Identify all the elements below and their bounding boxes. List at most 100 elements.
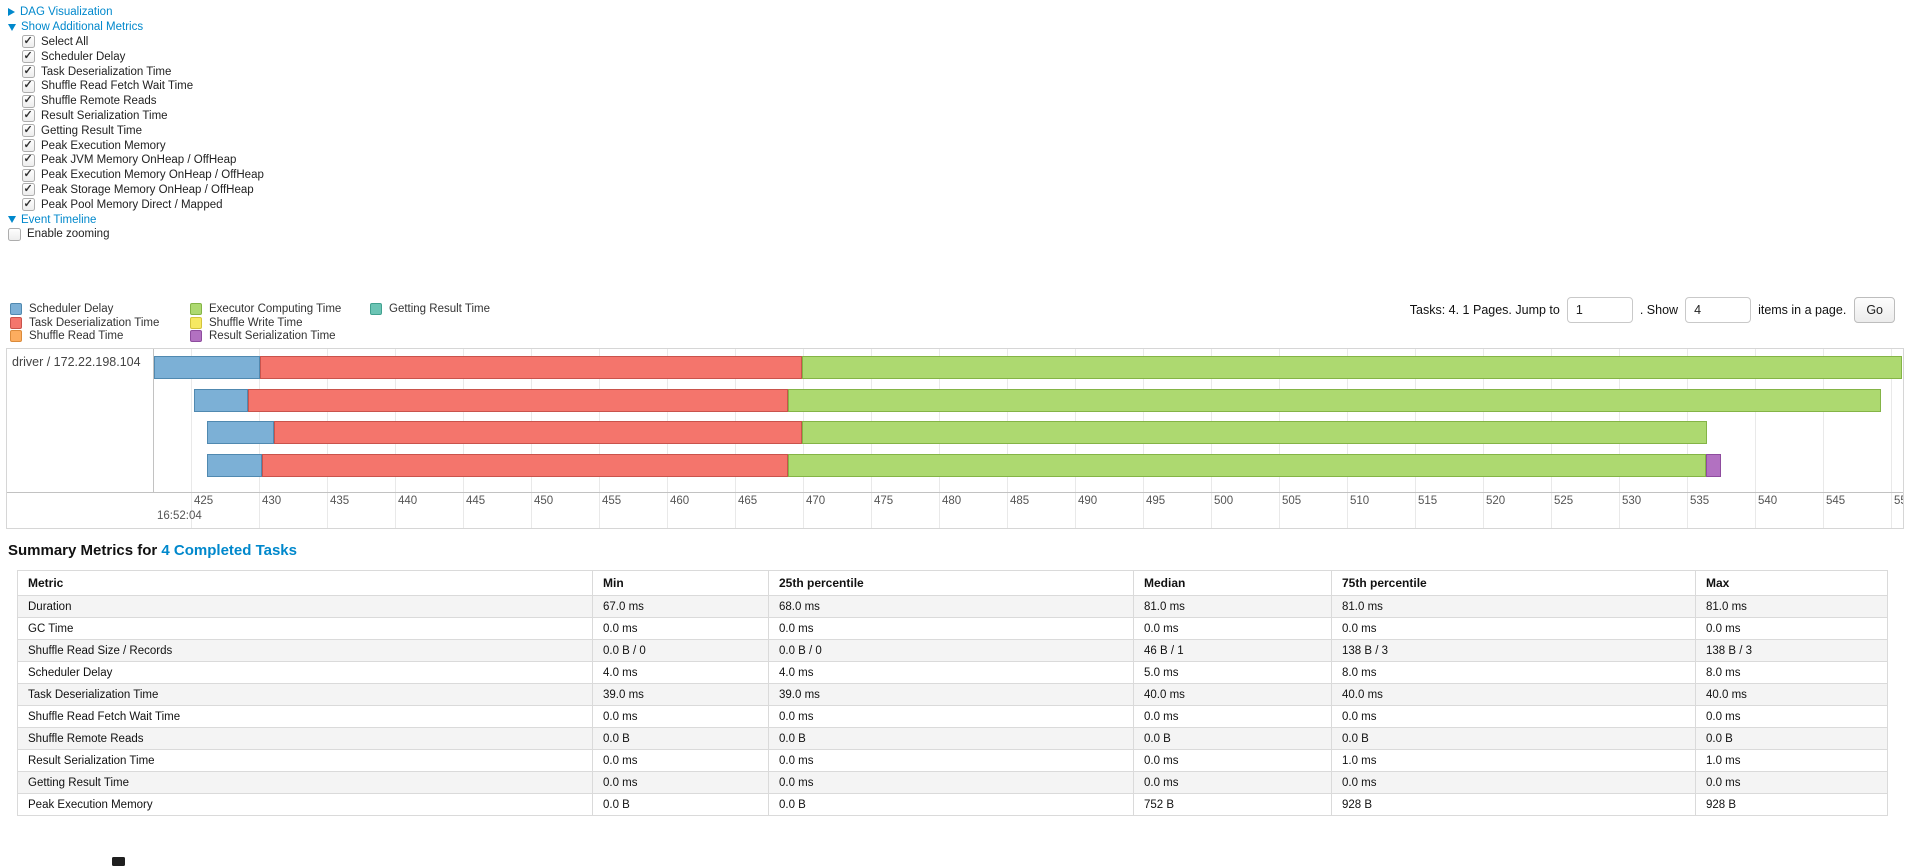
metric-checkbox-label[interactable]: Peak JVM Memory OnHeap / OffHeap xyxy=(41,154,237,167)
metric-checkbox-row[interactable]: Shuffle Read Fetch Wait Time xyxy=(22,78,264,94)
metric-checkbox[interactable] xyxy=(22,78,35,93)
metric-checkbox-label[interactable]: Scheduler Delay xyxy=(41,50,126,63)
metric-checkbox[interactable] xyxy=(22,197,35,212)
metric-checkbox[interactable] xyxy=(22,123,35,138)
metric-checkbox-label[interactable]: Shuffle Remote Reads xyxy=(41,95,157,108)
table-header-row: Metric Min 25th percentile Median 75th perce… xyxy=(17,570,1888,596)
timeline-tick-label: 470 xyxy=(806,495,826,507)
time-axis-line xyxy=(7,492,1903,493)
event-timeline-toggle[interactable]: Event Timeline xyxy=(8,212,264,227)
value-cell: 0.0 ms xyxy=(768,705,1134,728)
metric-checkbox[interactable] xyxy=(22,64,35,79)
timeline-tick-label: 500 xyxy=(1214,495,1234,507)
timeline-gridline xyxy=(1823,349,1824,528)
metric-checkbox-row[interactable]: Peak Execution Memory xyxy=(22,138,264,153)
metric-checkbox-label[interactable]: Result Serialization Time xyxy=(41,109,168,122)
metric-cell: GC Time xyxy=(17,617,593,640)
dag-visualization-label[interactable]: DAG Visualization xyxy=(20,6,113,19)
result_serialization-legend-swatch xyxy=(190,330,202,342)
metric-checkbox-row[interactable]: Task Deserialization Time xyxy=(22,64,264,79)
time-axis-major-label: 16:52:04 xyxy=(157,510,202,522)
metric-checkbox[interactable] xyxy=(22,49,35,64)
metric-checkbox-row[interactable]: Peak JVM Memory OnHeap / OffHeap xyxy=(22,152,264,168)
table-header-cell: Min xyxy=(592,570,769,596)
completed-tasks-link[interactable]: 4 Completed Tasks xyxy=(161,542,297,559)
metric-checkbox-label[interactable]: Select All xyxy=(41,35,89,48)
metric-checkbox[interactable] xyxy=(22,152,35,167)
timeline-tick-label: 455 xyxy=(602,495,622,507)
value-cell: 0.0 ms xyxy=(1133,771,1332,794)
legend-item-getting_result: Getting Result Time xyxy=(370,303,490,315)
items-per-page-input[interactable] xyxy=(1685,297,1752,323)
metric-checkbox-label[interactable]: Getting Result Time xyxy=(41,124,142,137)
show-additional-metrics-label[interactable]: Show Additional Metrics xyxy=(21,21,144,34)
event-timeline-label[interactable]: Event Timeline xyxy=(21,213,97,226)
expanded-arrow-icon xyxy=(8,216,16,224)
legend-label: Executor Computing Time xyxy=(209,303,342,315)
metric-checkbox-label[interactable]: Peak Storage Memory OnHeap / OffHeap xyxy=(41,183,254,196)
value-cell: 0.0 ms xyxy=(1695,771,1888,794)
value-cell: 0.0 ms xyxy=(1331,617,1696,640)
enable-zooming-checkbox[interactable] xyxy=(8,227,21,241)
timeline-tick-label: 435 xyxy=(330,495,350,507)
metric-checkbox[interactable] xyxy=(22,108,35,123)
enable-zooming-row[interactable]: Enable zooming xyxy=(8,227,264,242)
metric-checkbox-label[interactable]: Peak Pool Memory Direct / Mapped xyxy=(41,198,223,211)
metric-checkbox-label[interactable]: Peak Execution Memory xyxy=(41,139,166,152)
value-cell: 4.0 ms xyxy=(592,661,769,684)
table-row: Shuffle Read Fetch Wait Time 0.0 ms 0.0 ms… xyxy=(17,705,1888,728)
task-bar-segment-scheduler_delay xyxy=(207,421,274,445)
legend-item-shuffle_write: Shuffle Write Time xyxy=(190,316,303,329)
value-cell: 0.0 ms xyxy=(1331,705,1696,728)
table-row: Duration 67.0 ms 68.0 ms 81.0 ms 81.0 ms 81.0… xyxy=(17,595,1888,618)
task-bar-segment-task_deserialization xyxy=(261,454,788,478)
metric-checkbox-row[interactable]: Getting Result Time xyxy=(22,123,264,138)
table-header-cell: 75th percentile xyxy=(1331,570,1696,596)
timeline-tick-label: 440 xyxy=(398,495,418,507)
metric-checkbox-row[interactable]: Peak Execution Memory OnHeap / OffHeap xyxy=(22,167,264,183)
go-button[interactable]: Go xyxy=(1854,297,1895,323)
timeline-tick-label: 510 xyxy=(1350,495,1370,507)
metric-checkbox-row[interactable]: Scheduler Delay xyxy=(22,49,264,64)
timeline-gridline xyxy=(1891,349,1892,528)
metric-checkbox-row[interactable]: Select All xyxy=(22,34,264,50)
value-cell: 752 B xyxy=(1133,793,1332,816)
metric-cell: Result Serialization Time xyxy=(17,749,593,772)
executor-group-label: driver / 172.22.198.104 xyxy=(12,355,141,369)
timeline-tick-label: 540 xyxy=(1758,495,1778,507)
metric-checkbox[interactable] xyxy=(22,93,35,108)
metric-checkbox[interactable] xyxy=(22,167,35,182)
timeline-controls: DAG Visualization Show Additional Metric… xyxy=(8,5,264,242)
table-row: GC Time 0.0 ms 0.0 ms 0.0 ms 0.0 ms 0.0 ms xyxy=(17,617,1888,640)
value-cell: 138 B / 3 xyxy=(1695,639,1888,662)
legend-label: Shuffle Read Time xyxy=(29,330,124,342)
metric-cell: Getting Result Time xyxy=(17,771,593,794)
metric-checkbox-row[interactable]: Shuffle Remote Reads xyxy=(22,93,264,109)
metric-checkbox[interactable] xyxy=(22,138,35,153)
additional-metrics-list: Select All Scheduler Delay Task Deserializ… xyxy=(8,34,264,213)
show-additional-metrics-toggle[interactable]: Show Additional Metrics xyxy=(8,20,264,35)
value-cell: 0.0 B / 0 xyxy=(592,639,769,662)
dag-visualization-toggle[interactable]: DAG Visualization xyxy=(8,5,264,20)
metric-checkbox-label[interactable]: Peak Execution Memory OnHeap / OffHeap xyxy=(41,169,264,182)
value-cell: 46 B / 1 xyxy=(1133,639,1332,662)
timeline-tick-label: 530 xyxy=(1622,495,1642,507)
timeline-tick-label: 480 xyxy=(942,495,962,507)
value-cell: 1.0 ms xyxy=(1331,749,1696,772)
metric-checkbox-label[interactable]: Task Deserialization Time xyxy=(41,65,172,78)
value-cell: 39.0 ms xyxy=(768,683,1134,706)
metric-checkbox-label[interactable]: Shuffle Read Fetch Wait Time xyxy=(41,80,194,93)
task-bar-segment-executor_computing xyxy=(788,388,1882,412)
jump-to-page-input[interactable] xyxy=(1566,297,1633,323)
timeline-tick-label: 465 xyxy=(738,495,758,507)
legend-label: Task Deserialization Time xyxy=(29,316,160,329)
value-cell: 0.0 B xyxy=(1133,727,1332,750)
expanded-arrow-icon xyxy=(8,23,16,31)
metric-checkbox-row[interactable]: Peak Storage Memory OnHeap / OffHeap xyxy=(22,182,264,198)
enable-zooming-label[interactable]: Enable zooming xyxy=(27,228,110,241)
metric-checkbox-row[interactable]: Peak Pool Memory Direct / Mapped xyxy=(22,197,264,212)
metric-checkbox-row[interactable]: Result Serialization Time xyxy=(22,108,264,124)
executor_computing-legend-swatch xyxy=(190,303,202,315)
metric-checkbox[interactable] xyxy=(22,34,35,49)
metric-checkbox[interactable] xyxy=(22,182,35,197)
